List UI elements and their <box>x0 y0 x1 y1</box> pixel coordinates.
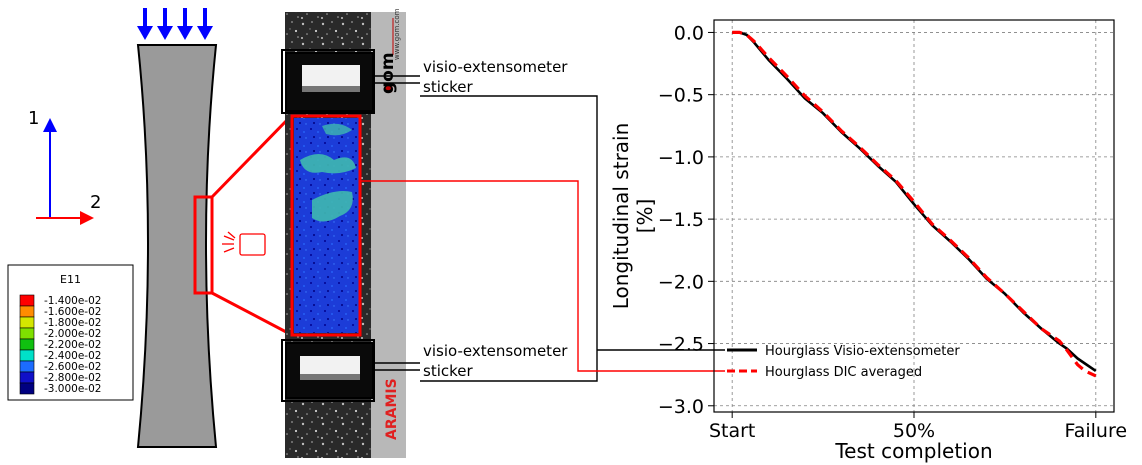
callout-labels: visio-extensometer sticker visio-extenso… <box>423 58 568 380</box>
y-tick-label: −0.5 <box>658 85 704 107</box>
strain-legend: E11 -1.400e-02-1.600e-02-1.800e-02-2.000… <box>7 264 134 401</box>
brand-logo: gom <box>378 52 398 94</box>
legend-entry-label: -1.800e-02 <box>44 317 101 329</box>
legend-swatch <box>19 316 35 329</box>
dic-contour <box>294 118 359 333</box>
camera-icon <box>222 231 266 256</box>
x-tick-label: Failure <box>1065 420 1128 442</box>
top-callout-line2: sticker <box>423 78 473 96</box>
legend-entry-label: -2.400e-02 <box>44 350 101 362</box>
legend-swatch <box>19 294 35 307</box>
legend-entry-label: -3.000e-02 <box>44 383 101 395</box>
legend-swatch <box>19 382 35 395</box>
specimen-photo: www.gom.com gom ARAMIS <box>281 8 406 458</box>
y-tick-label: −2.0 <box>658 271 704 293</box>
legend-entry-label: -1.400e-02 <box>44 295 101 307</box>
y-tick-label: 0.0 <box>674 22 704 44</box>
strain-legend-title: E11 <box>60 273 81 286</box>
legend-swatch <box>19 327 35 340</box>
dic-frame <box>290 114 362 337</box>
chart-series <box>732 30 1097 378</box>
series-line <box>732 30 1097 378</box>
brand-logo-dot <box>385 85 393 93</box>
y-axis-label-line2: [%] <box>633 199 657 234</box>
legend-swatch <box>19 338 35 351</box>
zoom-highlight <box>193 115 292 336</box>
chart-legend: Hourglass Visio-extensometer Hourglass DI… <box>727 344 960 380</box>
y-tick-label: −2.5 <box>658 334 704 356</box>
strain-chart: 0.0 −0.5 −1.0 −1.5 −2.0 −2.5 −3.0 Start 50% Fail… <box>609 19 1127 463</box>
x-tick-label: 50% <box>893 420 935 442</box>
legend-label: Hourglass Visio-extensometer <box>765 344 960 359</box>
legend-entry-label: -1.600e-02 <box>44 306 101 318</box>
x-axis-ticks: Start 50% Failure <box>709 412 1127 442</box>
chart-grid <box>714 20 1114 412</box>
x-axis-label: Test completion <box>834 439 992 463</box>
legend-entry-label: -2.800e-02 <box>44 372 101 384</box>
legend-swatch <box>19 349 35 362</box>
legend-entry-label: -2.200e-02 <box>44 339 101 351</box>
aramis-label: ARAMIS <box>384 378 400 440</box>
hourglass-specimen <box>136 44 218 448</box>
bottom-callout-line1: visio-extensometer <box>423 342 568 360</box>
callout-lines <box>360 75 725 382</box>
axis-1-label: 1 <box>28 108 39 129</box>
y-tick-label: −3.0 <box>658 396 704 418</box>
top-callout-line1: visio-extensometer <box>423 58 568 76</box>
legend-entry-label: -2.000e-02 <box>44 328 101 340</box>
y-axis-ticks: 0.0 −0.5 −1.0 −1.5 −2.0 −2.5 −3.0 <box>658 22 714 418</box>
legend-swatch <box>19 371 35 384</box>
x-tick-label: Start <box>709 420 755 442</box>
axis-2-label: 2 <box>90 192 101 213</box>
legend-entry-label: -2.600e-02 <box>44 361 101 373</box>
brand-text: www.gom.com <box>393 8 401 60</box>
load-arrows <box>137 8 213 40</box>
bottom-callout-line2: sticker <box>423 362 473 380</box>
legend-swatch <box>19 305 35 318</box>
y-tick-label: −1.0 <box>658 147 704 169</box>
legend-swatch <box>19 360 35 373</box>
y-tick-label: −1.5 <box>658 209 704 231</box>
legend-label: Hourglass DIC averaged <box>765 365 922 380</box>
coordinate-axes: 1 2 <box>28 108 101 225</box>
y-axis-label-line1: Longitudinal strain <box>609 123 633 310</box>
highlight-box <box>193 195 214 295</box>
